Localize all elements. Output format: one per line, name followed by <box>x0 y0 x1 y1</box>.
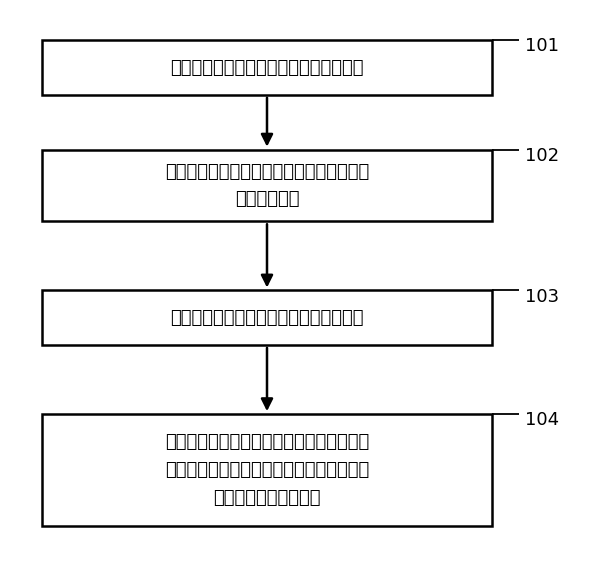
Text: 102: 102 <box>525 147 559 164</box>
Text: 通用方法中调用各添加方法，以在应用程序: 通用方法中调用各添加方法，以在应用程序 <box>165 461 369 479</box>
Text: 104: 104 <box>525 411 559 429</box>
Text: 中添加各待添加的埋点: 中添加各待添加的埋点 <box>213 489 321 507</box>
Bar <box>42 290 492 345</box>
Text: 103: 103 <box>525 288 559 305</box>
Text: 访问多个添加类得到对应的多个添加方法: 访问多个添加类得到对应的多个添加方法 <box>170 309 364 327</box>
Text: 得多个添加类: 得多个添加类 <box>235 190 299 208</box>
Bar <box>42 150 492 221</box>
Bar <box>42 40 492 95</box>
Text: 获取应用程序中待添加的埋点的配置文件: 获取应用程序中待添加的埋点的配置文件 <box>170 59 364 76</box>
Bar <box>42 414 492 526</box>
Text: 将各添加方法替换为基类中的通用方法，在: 将各添加方法替换为基类中的通用方法，在 <box>165 434 369 451</box>
Text: 利用工具类中的解析方法解析配置文件，获: 利用工具类中的解析方法解析配置文件，获 <box>165 163 369 181</box>
Text: 101: 101 <box>525 37 559 55</box>
